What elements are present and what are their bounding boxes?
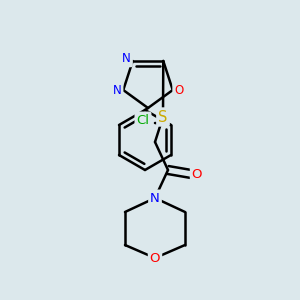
- Text: S: S: [158, 110, 168, 124]
- Text: N: N: [150, 191, 160, 205]
- Text: N: N: [122, 52, 131, 65]
- Text: O: O: [150, 251, 160, 265]
- Text: O: O: [174, 83, 183, 97]
- Text: O: O: [192, 169, 202, 182]
- Text: N: N: [113, 83, 122, 97]
- Text: Cl: Cl: [136, 113, 149, 127]
